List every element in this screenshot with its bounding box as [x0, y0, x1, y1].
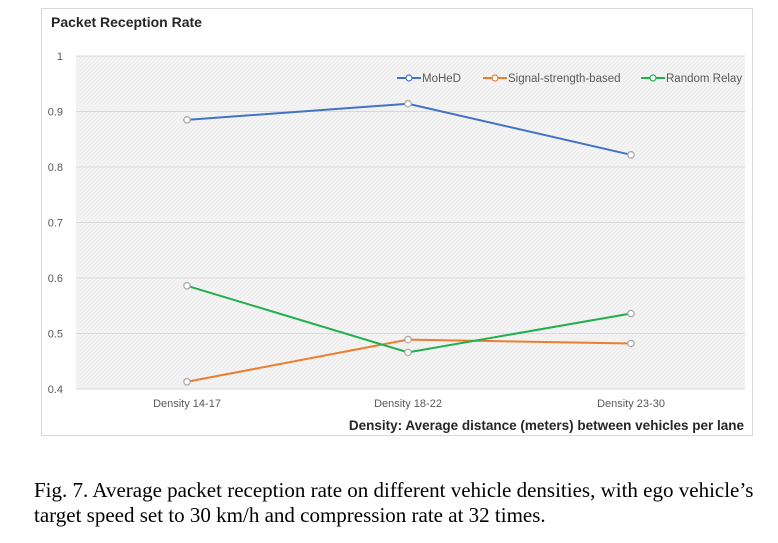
x-tick-label: Density 23-30 — [597, 398, 665, 410]
x-tick-label: Density 14-17 — [153, 398, 221, 410]
y-tick-label: 1 — [57, 51, 63, 63]
data-point-random-relay — [627, 309, 635, 318]
series-random-relay — [183, 281, 635, 357]
data-point-mohed — [183, 116, 191, 124]
data-point-random-relay — [183, 281, 191, 290]
legend-label: Signal-strength-based — [508, 73, 621, 85]
legend-swatch-marker — [649, 74, 657, 82]
x-axis-label: Density: Average distance (meters) betwe… — [349, 418, 745, 433]
legend-label: MoHeD — [422, 73, 461, 85]
y-tick-label: 0.7 — [48, 218, 63, 230]
legend-item-random-relay: Random Relay — [641, 73, 742, 85]
legend-item-mohed: MoHeD — [397, 73, 461, 85]
y-tick-label: 0.5 — [48, 329, 63, 341]
x-tick-label: Density 18-22 — [374, 398, 442, 410]
series-signal-strength-based — [183, 335, 635, 386]
y-tick-label: 0.6 — [48, 273, 63, 285]
data-point-signal-strength-based — [404, 335, 412, 344]
legend-label: Random Relay — [666, 73, 742, 85]
grid-lines — [76, 55, 745, 390]
legend-swatch-marker — [405, 74, 413, 82]
series-layer — [183, 99, 635, 386]
data-point-mohed — [627, 150, 635, 159]
x-axis-ticks: Density 14-17 Density 18-22 Density 23-30 — [153, 398, 665, 410]
series-mohed — [183, 99, 635, 159]
chart-svg: Packet Reception Rate 0.4 0.5 0.6 0.7 0.8 0.9… — [48, 14, 745, 433]
y-tick-label: 0.8 — [48, 162, 63, 174]
legend-item-signal-strength-based: Signal-strength-based — [483, 73, 621, 85]
y-tick-label: 0.9 — [48, 107, 63, 119]
data-point-random-relay — [404, 348, 412, 357]
data-point-signal-strength-based — [183, 377, 191, 386]
chart-frame: Packet Reception Rate 0.4 0.5 0.6 0.7 0.8 0.9… — [41, 8, 753, 436]
y-axis-ticks: 0.4 0.5 0.6 0.7 0.8 0.9 1 — [48, 51, 63, 396]
legend-swatch-marker — [491, 74, 499, 82]
chart-title: Packet Reception Rate — [51, 14, 202, 30]
data-point-signal-strength-based — [627, 339, 635, 348]
data-point-mohed — [404, 99, 412, 108]
y-tick-label: 0.4 — [48, 384, 63, 396]
legend: MoHeD Signal-strength-based Random Relay — [397, 73, 742, 85]
figure-caption: Fig. 7. Average packet reception rate on… — [34, 478, 754, 527]
